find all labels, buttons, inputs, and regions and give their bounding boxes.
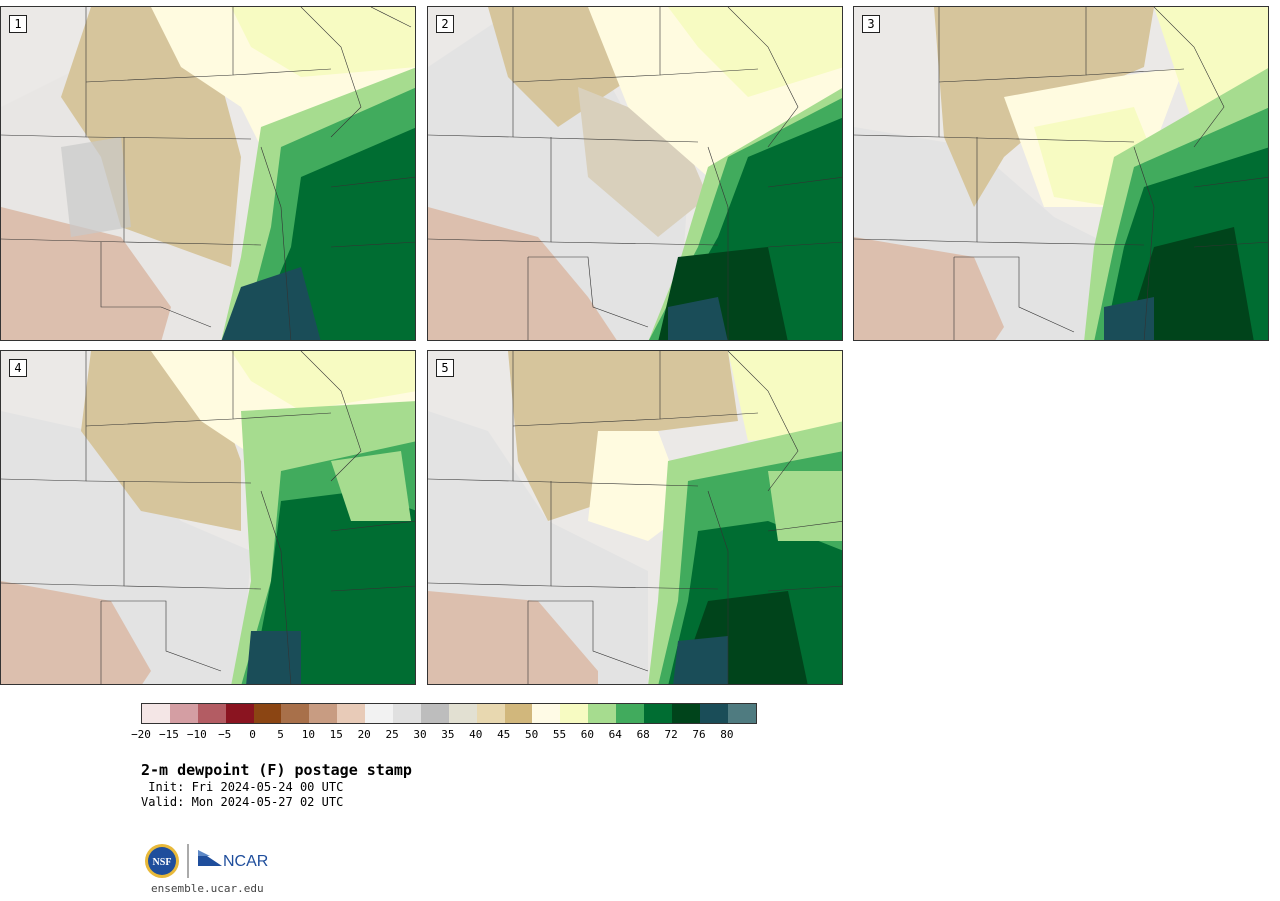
colorbar-tick-7: 15	[329, 728, 343, 741]
member-label-5: 5	[436, 359, 454, 377]
init-time: Init: Fri 2024-05-24 00 UTC	[141, 780, 344, 794]
colorbar-tick-14: 50	[524, 728, 539, 741]
valid-time: Valid: Mon 2024-05-27 02 UTC	[141, 795, 344, 809]
colorbar-tick-5: 5	[277, 728, 284, 741]
website-url: ensemble.ucar.edu	[151, 882, 264, 895]
member-panel-3: 3	[853, 6, 1269, 341]
member-panel-4: 4	[0, 350, 416, 685]
colorbar-tick-4: 0	[249, 728, 256, 741]
colorbar-swatch-18	[644, 704, 672, 723]
colorbar-swatch-10	[420, 704, 449, 723]
chart-title: 2-m dewpoint (F) postage stamp	[141, 761, 412, 779]
colorbar-swatch-1	[169, 704, 198, 723]
dewpoint-map-1	[1, 7, 415, 340]
member-label-1: 1	[9, 15, 27, 33]
colorbar-tick-19: 72	[664, 728, 678, 741]
colorbar-swatch-15	[560, 704, 589, 723]
colorbar-tick-17: 64	[608, 728, 622, 741]
nsf-logo-text: NSF	[153, 857, 172, 868]
colorbar-tick-0: −20	[131, 728, 151, 741]
colorbar-tick-11: 35	[441, 728, 455, 741]
colorbar-tick-9: 25	[385, 728, 399, 741]
colorbar-tick-12: 40	[469, 728, 483, 741]
colorbar-swatch-4	[253, 704, 282, 723]
colorbar-swatch-17	[616, 704, 645, 723]
colorbar-swatch-12	[476, 704, 505, 723]
colorbar-swatch-13	[504, 704, 533, 723]
colorbar-swatch-19	[671, 704, 700, 723]
colorbar-tick-3: −5	[218, 728, 232, 741]
colorbar-tick-21: 80	[720, 728, 734, 741]
colorbar-tick-16: 60	[580, 728, 595, 741]
colorbar-tick-18: 68	[636, 728, 650, 741]
member-panel-5: 5	[427, 350, 843, 685]
member-label-2: 2	[436, 15, 454, 33]
member-panel-2: 2	[427, 6, 843, 341]
colorbar-swatch-16	[588, 704, 617, 723]
colorbar-swatch-20	[699, 704, 728, 723]
dewpoint-map-5	[428, 351, 842, 684]
member-panel-1: 1	[0, 6, 416, 341]
colorbar-swatch-8	[365, 704, 394, 723]
ncar-logo-text: NCAR	[223, 853, 268, 870]
dewpoint-colorbar	[141, 703, 757, 724]
colorbar-swatch-14	[532, 704, 561, 723]
colorbar-tick-13: 45	[497, 728, 511, 741]
logos: NSF NCAR	[144, 842, 274, 880]
nsf-logo-icon: NSF	[145, 844, 179, 878]
colorbar-swatch-6	[309, 704, 338, 723]
colorbar-swatch-2	[197, 704, 226, 723]
member-label-4: 4	[9, 359, 27, 377]
colorbar-tick-10: 30	[413, 728, 427, 741]
colorbar-tick-1: −15	[158, 728, 179, 741]
colorbar-tick-6: 10	[301, 728, 316, 741]
nsf-ncar-logo: NSF NCAR	[145, 844, 268, 878]
colorbar-tick-8: 20	[357, 728, 371, 741]
dewpoint-map-2	[428, 7, 842, 340]
dewpoint-map-3	[854, 7, 1268, 340]
dewpoint-map-4	[1, 351, 415, 684]
colorbar-swatch-3	[225, 704, 254, 723]
ncar-logo-icon: NCAR	[198, 850, 268, 870]
colorbar-tick-labels: −20 −15 −10 −5 0 5 10 15 20 25 30 35 40 45 50 55 60 64 68 7…	[0, 728, 1280, 742]
colorbar-tick-20: 76	[692, 728, 706, 741]
colorbar-tick-15: 55	[552, 728, 567, 741]
colorbar-swatch-0	[142, 704, 170, 723]
colorbar-swatch-11	[448, 704, 477, 723]
colorbar-swatch-7	[337, 704, 366, 723]
colorbar-tick-2: −10	[186, 728, 207, 741]
colorbar-swatch-21	[727, 704, 756, 723]
colorbar-swatch-9	[393, 704, 421, 723]
colorbar-swatch-5	[281, 704, 310, 723]
member-label-3: 3	[862, 15, 880, 33]
